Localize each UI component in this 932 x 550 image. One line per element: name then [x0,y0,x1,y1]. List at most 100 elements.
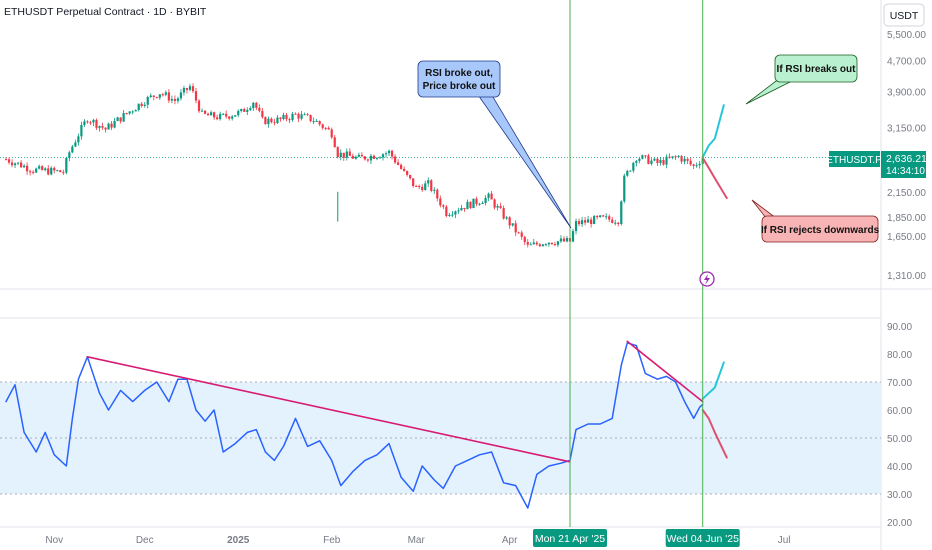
candle-body [415,185,418,187]
candle [596,214,599,220]
candle [617,221,620,227]
price-tick-label: 4,700.00 [887,56,926,67]
candle-body [460,207,463,211]
callout-box [761,215,879,243]
candle-body [393,156,397,163]
candle [98,125,101,132]
candle-body [547,242,550,245]
candle [668,153,671,159]
callout-rejects[interactable]: If RSI rejects downwards [751,199,880,243]
candle-body [653,158,656,161]
candle-body [98,125,101,128]
candle [191,83,195,94]
candle-body [493,199,496,208]
candle-body [647,155,650,164]
callout-pointer [751,199,778,219]
candle-body [574,221,578,232]
candle [92,118,95,127]
candle [273,118,276,126]
candle [381,153,385,161]
candle-body [659,159,662,164]
candle-body [188,86,192,90]
candle-body [463,207,466,210]
time-tick-label: Jul [778,535,791,546]
candle [4,157,8,161]
callout-line-1: RSI broke out, [425,68,493,79]
candle-body [623,175,626,202]
candle-body [149,95,152,97]
candle-body [231,116,234,119]
candle [565,236,569,243]
lightning-icon[interactable] [699,271,715,287]
candle-body [348,151,351,156]
candle [448,213,451,217]
candle [179,89,183,101]
candle-body [433,189,436,191]
candle-body [583,220,587,223]
candle-body [523,236,526,243]
candle [635,160,638,167]
candle [231,115,234,121]
candle [194,87,198,104]
candle [294,112,297,115]
currency-button[interactable]: USDT [883,3,925,27]
candle [577,218,581,227]
candle-body [671,156,674,158]
price-tick-label: 1,650.00 [887,232,926,243]
last-price-label: 2,636.21 [886,153,927,165]
callout-breaks-out[interactable]: If RSI breaks out [745,54,858,105]
candle-body [424,183,427,191]
candle [59,169,62,173]
candle [478,202,481,206]
candle-body [116,117,119,122]
candle-body [89,122,92,124]
candle [143,101,146,108]
candle-body [22,165,26,168]
candle [16,162,20,166]
candle [140,101,143,108]
candle [620,200,623,226]
date-badge-label: Wed 04 Jun '25 [666,533,739,545]
candle-body [16,162,20,164]
candle [339,149,342,161]
candle [137,103,140,112]
candle-body [50,167,53,175]
candle [315,118,318,122]
candle-body [194,91,198,101]
candle [22,163,26,168]
candle [418,184,421,190]
candle [535,240,538,246]
candle [29,169,32,176]
candle [255,101,258,111]
candle [686,158,689,165]
callout-rsi-broke[interactable]: RSI broke out, Price broke out [417,60,572,229]
candle [550,242,554,245]
date-badge: Mon 21 Apr '25 [533,529,607,547]
candle-body [538,244,541,247]
candle-body [541,244,544,247]
candle [562,236,566,242]
candle [128,111,131,115]
candle [547,242,550,247]
candle [53,166,56,174]
candle-body [107,123,110,130]
candle [614,219,617,226]
candle-body [475,198,478,205]
candle-body [197,100,201,112]
lightning-icon-bolt [704,274,710,285]
callout-box [774,54,858,83]
candle [41,165,44,171]
rsi-tick-label: 50.00 [887,434,912,445]
candle [421,184,424,192]
candle [532,238,535,245]
candle [671,156,674,160]
rsi-tick-label: 40.00 [887,462,912,473]
candle-body [517,232,520,234]
candle-body [565,238,569,242]
candle [445,205,448,218]
candle-body [499,206,502,209]
candle [384,151,388,158]
candle [86,120,89,124]
candle [122,109,125,123]
